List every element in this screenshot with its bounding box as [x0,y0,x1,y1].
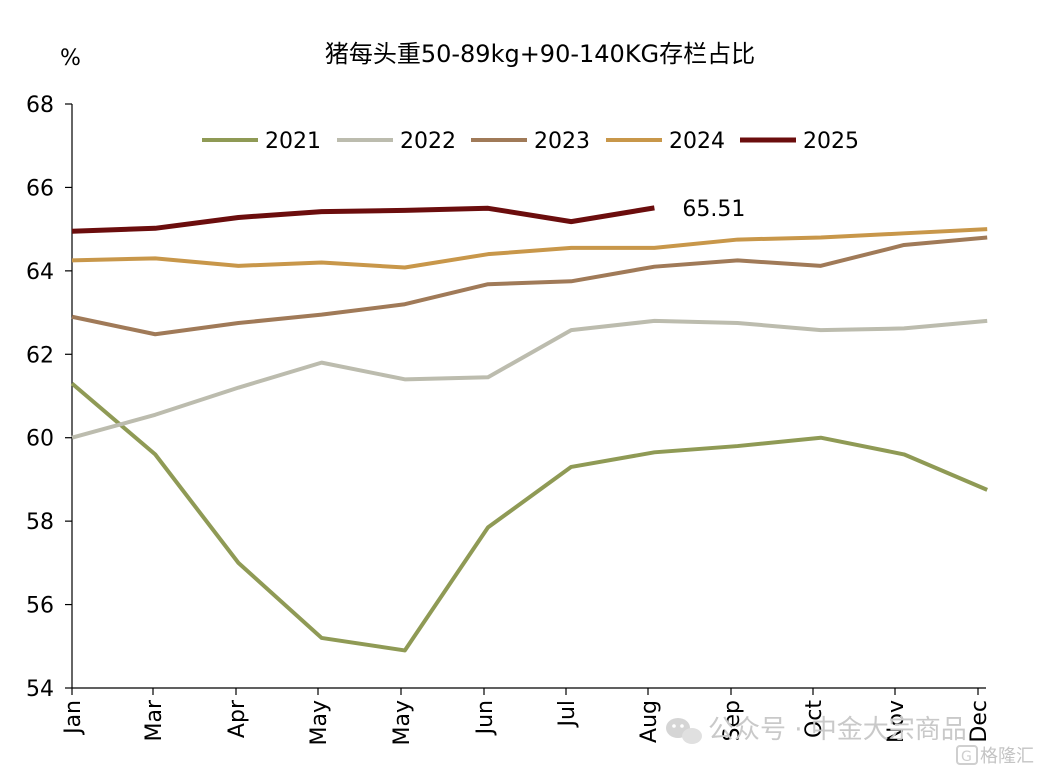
x-tick-label: May [307,700,332,745]
legend-label-2024: 2024 [669,129,725,154]
y-tick-label: 66 [26,176,54,201]
x-tick-label: Jun [473,700,498,736]
x-tick-label: Dec [967,700,992,743]
legend-label-2023: 2023 [534,129,590,154]
series-line-2022 [71,318,988,440]
data-label: 65.51 [682,197,745,222]
x-tick-label: Mar [142,699,167,741]
y-tick-label: 62 [26,343,54,368]
legend-label-2022: 2022 [400,129,456,154]
gelonghui-logo-icon: G [956,745,978,765]
chart-title: 猪每头重50-89kg+90-140KG存栏占比 [325,40,755,68]
wechat-icon [666,718,702,744]
y-tick-label: 64 [26,260,54,285]
x-tick-label: Sep [720,700,745,741]
series-line-2023 [71,235,988,337]
y-tick-label: 68 [26,93,54,118]
x-tick-label: Oct [802,700,827,738]
x-tick-label: Jul [555,700,580,729]
x-tick-label: Nov [884,700,909,743]
annotations: 65.51 [682,197,745,222]
y-tick-label: 56 [26,594,54,619]
legend-label-2025: 2025 [803,129,859,154]
x-tick-label: Aug [637,700,662,743]
y-tick-label: 60 [26,427,54,452]
series-line-2024 [71,227,988,270]
series-lines [70,205,988,653]
series-line-2021 [70,381,988,653]
axes: 54 56 58 60 62 64 66 68 Jan Mar Apr May May Jun Jul Aug… [26,93,992,745]
legend: 2021 2022 2023 2024 2025 [202,129,859,154]
watermark-text: 公众号 · 中金大宗商品 [708,715,967,745]
x-tick-label: Jan [61,700,86,736]
watermark-logo-text: 格隆汇 [980,746,1034,767]
x-tick-label: Apr [225,699,250,738]
y-tick-label: 58 [26,510,54,535]
x-tick-label: May [390,700,415,745]
legend-label-2021: 2021 [265,129,321,154]
y-tick-label: 54 [26,677,54,702]
watermark: 公众号 · 中金大宗商品 G 格隆汇 [666,715,1034,767]
series-line-2025 [71,205,655,234]
svg-text:G: G [961,749,972,765]
y-axis-unit: % [60,46,81,71]
